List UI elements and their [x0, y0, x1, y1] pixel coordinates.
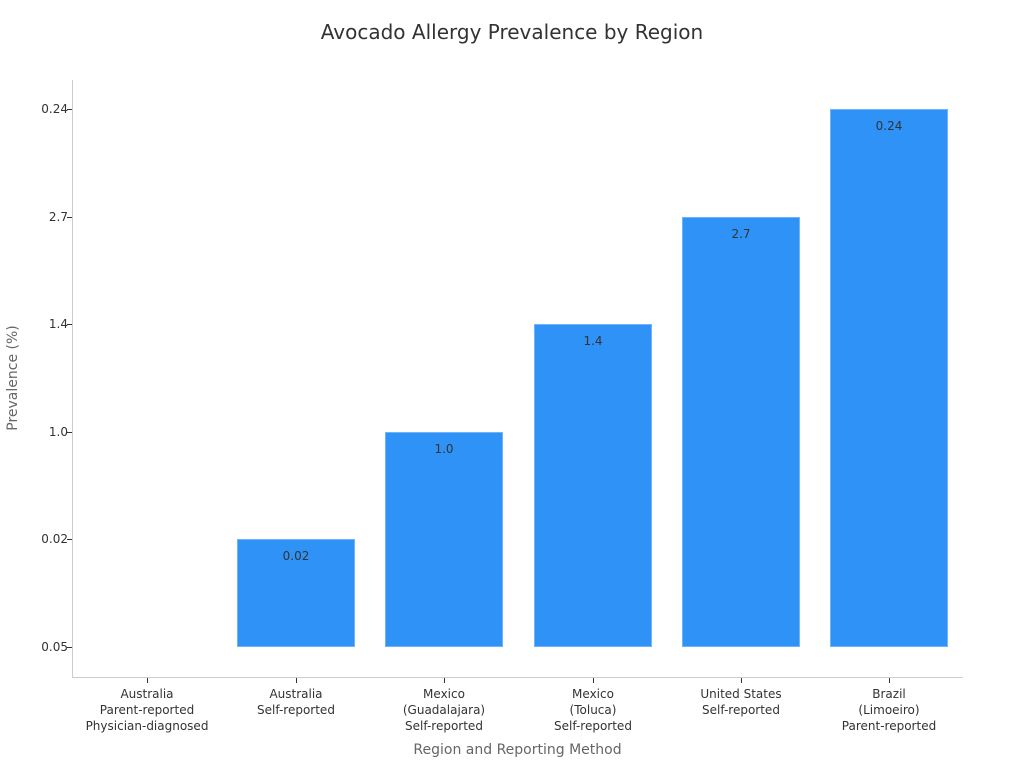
x-tick-mark	[444, 678, 445, 683]
y-axis-line	[72, 80, 73, 677]
x-tick-mark	[741, 678, 742, 683]
x-tick-mark	[889, 678, 890, 683]
y-tick-label: 2.7	[48, 210, 68, 224]
y-tick-label: 1.4	[48, 317, 68, 331]
x-tick-label: Brazil (Limoeiro) Parent-reported	[841, 687, 937, 733]
x-tick-label: Australia Parent-reported Physician-diag…	[85, 687, 209, 733]
bar-value-label: 1.0	[434, 442, 454, 456]
bar-mexico-toluca: 1.4	[534, 324, 652, 647]
bar-australia-self-reported: 0.02	[237, 539, 355, 647]
x-tick-label: Mexico (Toluca) Self-reported	[554, 687, 632, 733]
bar-value-label: 2.7	[731, 227, 751, 241]
x-axis-line	[72, 677, 963, 678]
bar-value-label: 1.4	[583, 334, 603, 348]
x-tick-label: Mexico (Guadalajara) Self-reported	[402, 687, 486, 733]
y-tick-mark	[67, 432, 72, 433]
y-tick-label: 1.0	[48, 425, 68, 439]
y-tick-mark	[67, 109, 72, 110]
bar-value-label: 0.02	[282, 549, 310, 563]
x-tick-label: Australia Self-reported	[257, 687, 335, 717]
y-axis-label: Prevalence (%)	[5, 325, 21, 431]
bar-mexico-guadalajara: 1.0	[385, 432, 503, 647]
bar-brazil-limoeiro: 0.24	[830, 109, 948, 647]
y-tick-mark	[67, 324, 72, 325]
x-tick-mark	[147, 678, 148, 683]
y-tick-mark	[67, 539, 72, 540]
y-tick-mark	[67, 217, 72, 218]
y-tick-label: 0.02	[41, 532, 68, 546]
x-tick-mark	[296, 678, 297, 683]
bar-united-states: 2.7	[682, 217, 800, 647]
bar-value-label: 0.24	[875, 119, 903, 133]
x-tick-mark	[593, 678, 594, 683]
x-tick-label: United States Self-reported	[700, 687, 782, 717]
x-axis-label: Region and Reporting Method	[413, 742, 622, 758]
y-tick-label: 0.05	[41, 640, 68, 654]
chart-title: Avocado Allergy Prevalence by Region	[320, 20, 704, 44]
y-tick-mark	[67, 647, 72, 648]
y-tick-label: 0.24	[41, 102, 68, 116]
